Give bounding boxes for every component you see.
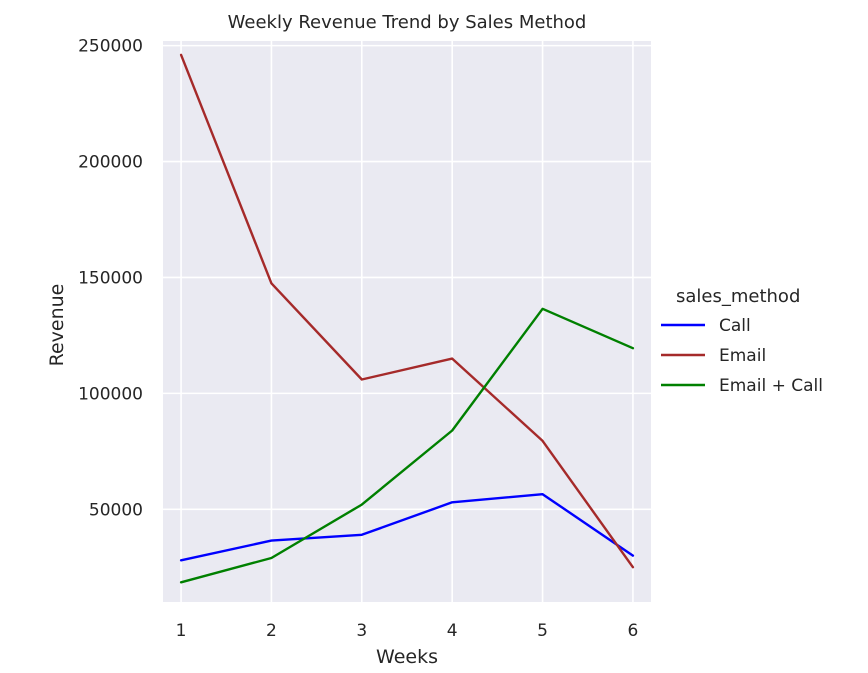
legend-label-call: Call bbox=[719, 316, 751, 336]
y-axis-label: Revenue bbox=[46, 284, 68, 367]
x-axis-label: Weeks bbox=[376, 646, 438, 668]
y-tick-label: 50000 bbox=[89, 500, 143, 520]
x-tick-label: 5 bbox=[537, 621, 548, 641]
x-tick-label: 2 bbox=[266, 621, 277, 641]
y-tick-label: 100000 bbox=[78, 384, 143, 404]
y-tick-label: 250000 bbox=[78, 37, 143, 57]
x-tick-label: 1 bbox=[176, 621, 187, 641]
legend-title: sales_method bbox=[676, 286, 800, 307]
legend-items: Call Email Email + Call bbox=[661, 316, 823, 396]
series-line-email-call bbox=[179, 307, 635, 584]
x-tick-label: 4 bbox=[447, 621, 458, 641]
x-tick-label: 6 bbox=[628, 621, 639, 641]
y-tick-label: 150000 bbox=[78, 268, 143, 288]
y-tick-label: 200000 bbox=[78, 153, 143, 173]
grid bbox=[163, 41, 651, 602]
series-line-call bbox=[179, 493, 635, 562]
legend-label-email-call: Email + Call bbox=[719, 376, 823, 396]
chart-title: Weekly Revenue Trend by Sales Method bbox=[228, 12, 587, 33]
y-tick-labels: 50000 100000 150000 200000 250000 bbox=[78, 37, 143, 521]
legend: sales_method Call Email Email + Call bbox=[661, 286, 823, 396]
series-lines bbox=[179, 53, 635, 584]
x-tick-label: 3 bbox=[356, 621, 367, 641]
x-tick-labels: 1 2 3 4 5 6 bbox=[176, 621, 639, 641]
series-line-email bbox=[179, 53, 635, 569]
legend-label-email: Email bbox=[719, 346, 766, 366]
